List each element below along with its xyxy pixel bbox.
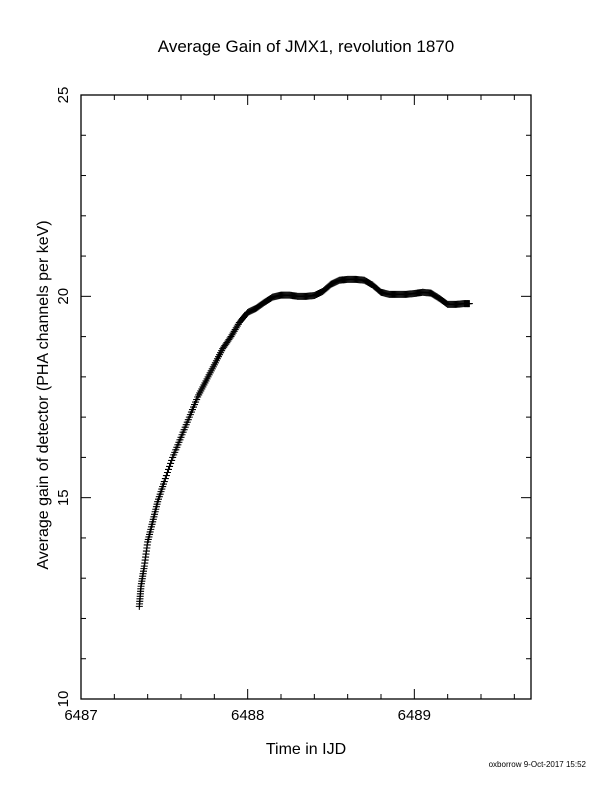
- data-points: [135, 275, 473, 610]
- data-point: [228, 331, 236, 339]
- plot-frame: [80, 94, 532, 700]
- data-point: [161, 475, 169, 483]
- y-tick-label-10: 10: [55, 691, 72, 708]
- data-point: [168, 456, 176, 464]
- y-axis-ticks: [81, 94, 531, 700]
- data-point: [163, 469, 171, 476]
- y-tick-label-25: 25: [55, 87, 72, 104]
- data-point: [160, 478, 168, 486]
- x-axis-label: Time in IJD: [266, 741, 346, 758]
- chart-title: Average Gain of JMX1, revolution 1870: [158, 37, 454, 56]
- data-point: [166, 462, 174, 470]
- data-point: [233, 322, 241, 330]
- data-point: [229, 329, 237, 337]
- data-point: [465, 300, 473, 308]
- data-point: [230, 327, 238, 335]
- data-point: [232, 324, 240, 332]
- data-point: [231, 326, 239, 334]
- data-point: [167, 459, 175, 467]
- y-tick-label-15: 15: [55, 489, 72, 506]
- data-point: [165, 465, 172, 473]
- x-axis-ticks: [80, 95, 515, 699]
- y-tick-label-20: 20: [55, 288, 72, 305]
- x-tick-label-6489: 6489: [398, 707, 431, 724]
- data-point: [227, 333, 235, 341]
- footer-stamp: oxborrow 9-Oct-2017 15:52: [489, 760, 587, 769]
- y-axis-label: Average gain of detector (PHA channels p…: [35, 220, 52, 569]
- data-point: [162, 472, 170, 480]
- x-tick-label-6487: 6487: [64, 707, 97, 724]
- x-tick-label-6488: 6488: [231, 707, 264, 724]
